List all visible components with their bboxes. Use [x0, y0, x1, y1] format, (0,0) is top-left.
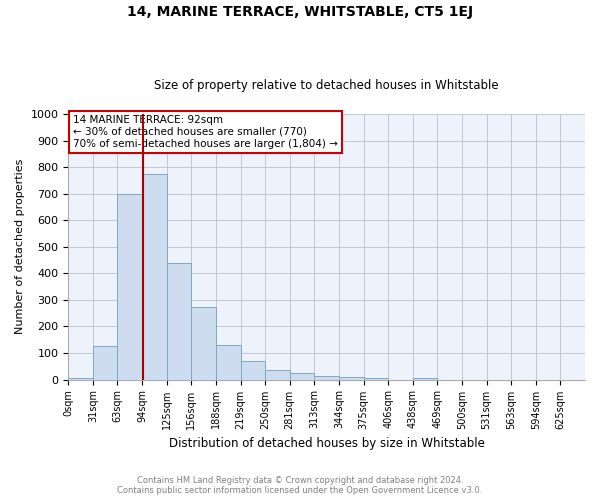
Bar — [167, 262, 191, 380]
Bar — [339, 377, 364, 380]
Bar — [93, 346, 118, 380]
Bar — [216, 345, 241, 380]
Bar — [314, 376, 339, 380]
Title: Size of property relative to detached houses in Whitstable: Size of property relative to detached ho… — [154, 79, 499, 92]
Text: 14, MARINE TERRACE, WHITSTABLE, CT5 1EJ: 14, MARINE TERRACE, WHITSTABLE, CT5 1EJ — [127, 5, 473, 19]
Y-axis label: Number of detached properties: Number of detached properties — [15, 159, 25, 334]
Bar — [118, 194, 142, 380]
Bar — [68, 378, 93, 380]
X-axis label: Distribution of detached houses by size in Whitstable: Distribution of detached houses by size … — [169, 437, 485, 450]
Bar — [290, 373, 314, 380]
Bar — [142, 174, 167, 380]
Bar — [191, 306, 216, 380]
Text: 14 MARINE TERRACE: 92sqm
← 30% of detached houses are smaller (770)
70% of semi-: 14 MARINE TERRACE: 92sqm ← 30% of detach… — [73, 116, 338, 148]
Text: Contains HM Land Registry data © Crown copyright and database right 2024.
Contai: Contains HM Land Registry data © Crown c… — [118, 476, 482, 495]
Bar — [241, 361, 265, 380]
Bar — [413, 378, 437, 380]
Bar — [364, 378, 388, 380]
Bar — [265, 370, 290, 380]
